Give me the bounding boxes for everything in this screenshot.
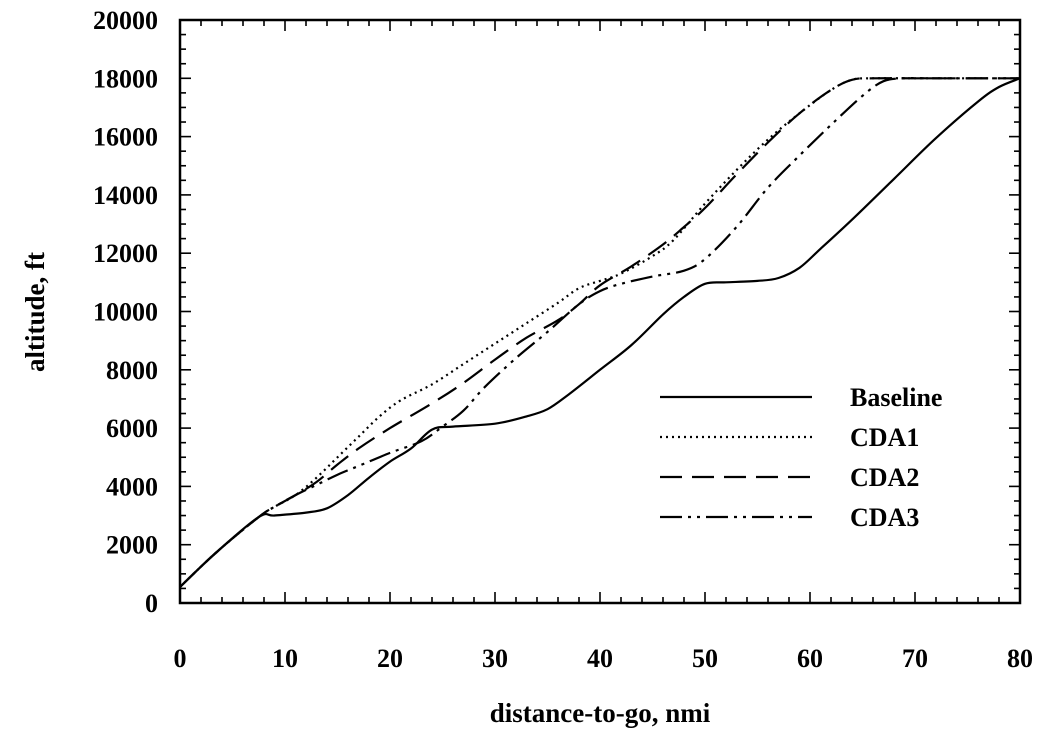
y-tick-label: 2000 (106, 531, 158, 560)
axis-ticks (179, 19, 1021, 604)
y-tick-label: 0 (145, 589, 158, 618)
legend-label-cda1: CDA1 (850, 423, 919, 452)
legend-label-cda3: CDA3 (850, 503, 919, 532)
axis-tick-labels: 0 10 20 30 40 50 60 70 80 0 2000 4000 6000 8000 10000 1… (93, 6, 1033, 673)
y-tick-label: 6000 (106, 414, 158, 443)
y-tick-label: 10000 (93, 298, 158, 327)
legend-label-baseline: Baseline (850, 383, 942, 412)
series-line-baseline (179, 77, 1021, 588)
x-axis-label: distance-to-go, nmi (490, 698, 711, 728)
x-tick-label: 70 (902, 644, 928, 673)
x-tick-label: 40 (587, 644, 613, 673)
x-tick-label: 60 (797, 644, 823, 673)
y-tick-label: 18000 (93, 64, 158, 93)
x-tick-label: 80 (1007, 644, 1033, 673)
y-tick-label: 20000 (93, 6, 158, 35)
y-tick-label: 12000 (93, 239, 158, 268)
legend: Baseline CDA1 CDA2 CDA3 (660, 383, 942, 532)
y-tick-label: 8000 (106, 356, 158, 385)
x-tick-label: 10 (272, 644, 298, 673)
series-line-cda3 (179, 76, 1020, 588)
y-tick-label: 14000 (93, 181, 158, 210)
x-tick-label: 50 (692, 644, 718, 673)
series-group (179, 76, 1021, 588)
y-axis-label: altitude, ft (20, 252, 50, 372)
x-tick-label: 20 (377, 644, 403, 673)
series-line-cda2 (179, 77, 1020, 588)
x-tick-label: 30 (482, 644, 508, 673)
y-tick-label: 16000 (93, 123, 158, 152)
y-tick-label: 4000 (106, 472, 158, 501)
x-tick-label: 0 (174, 644, 187, 673)
legend-label-cda2: CDA2 (850, 463, 919, 492)
